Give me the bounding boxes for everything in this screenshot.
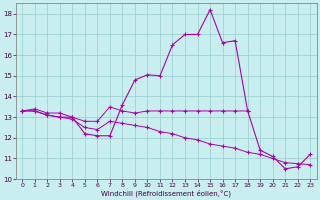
X-axis label: Windchill (Refroidissement éolien,°C): Windchill (Refroidissement éolien,°C) [101, 189, 231, 197]
